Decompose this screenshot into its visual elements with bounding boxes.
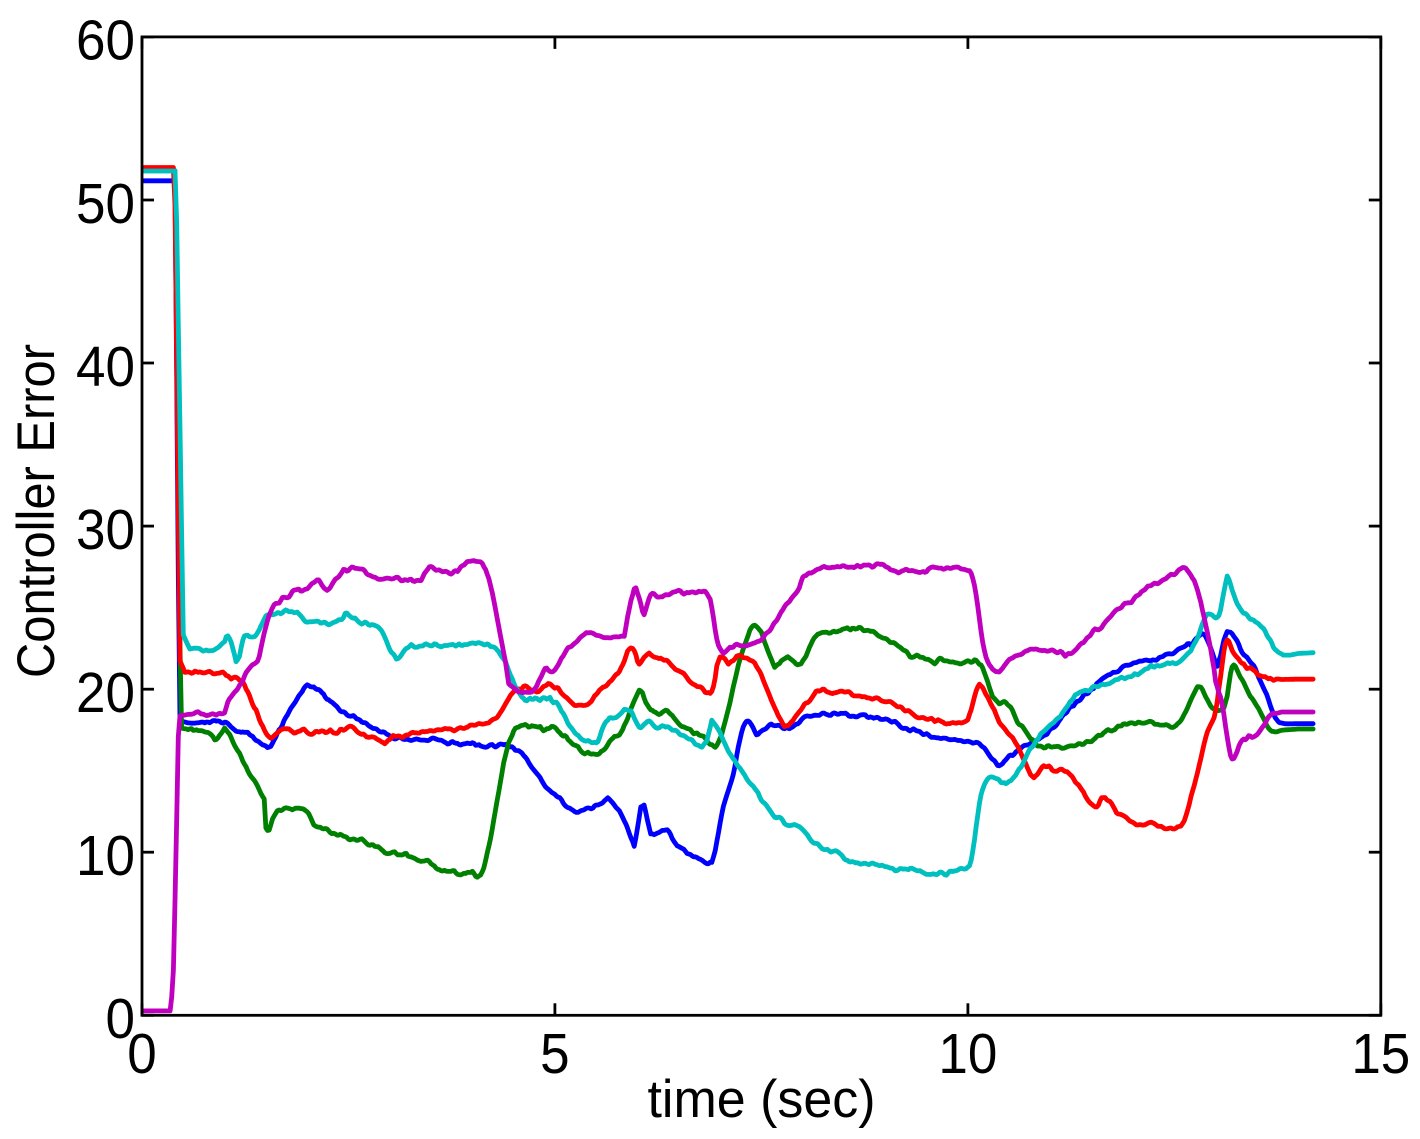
svg-text:20: 20: [76, 660, 135, 724]
svg-text:40: 40: [76, 334, 135, 398]
svg-text:10: 10: [938, 1021, 997, 1085]
svg-text:50: 50: [76, 171, 135, 235]
svg-text:30: 30: [76, 497, 135, 561]
svg-text:60: 60: [76, 8, 135, 72]
svg-text:10: 10: [76, 823, 135, 887]
svg-text:5: 5: [540, 1021, 569, 1085]
svg-text:15: 15: [1351, 1021, 1410, 1085]
svg-text:0: 0: [106, 986, 135, 1050]
svg-text:time (sec): time (sec): [648, 1070, 876, 1129]
svg-text:0: 0: [127, 1021, 156, 1085]
svg-text:Controller Error: Controller Error: [7, 344, 66, 678]
